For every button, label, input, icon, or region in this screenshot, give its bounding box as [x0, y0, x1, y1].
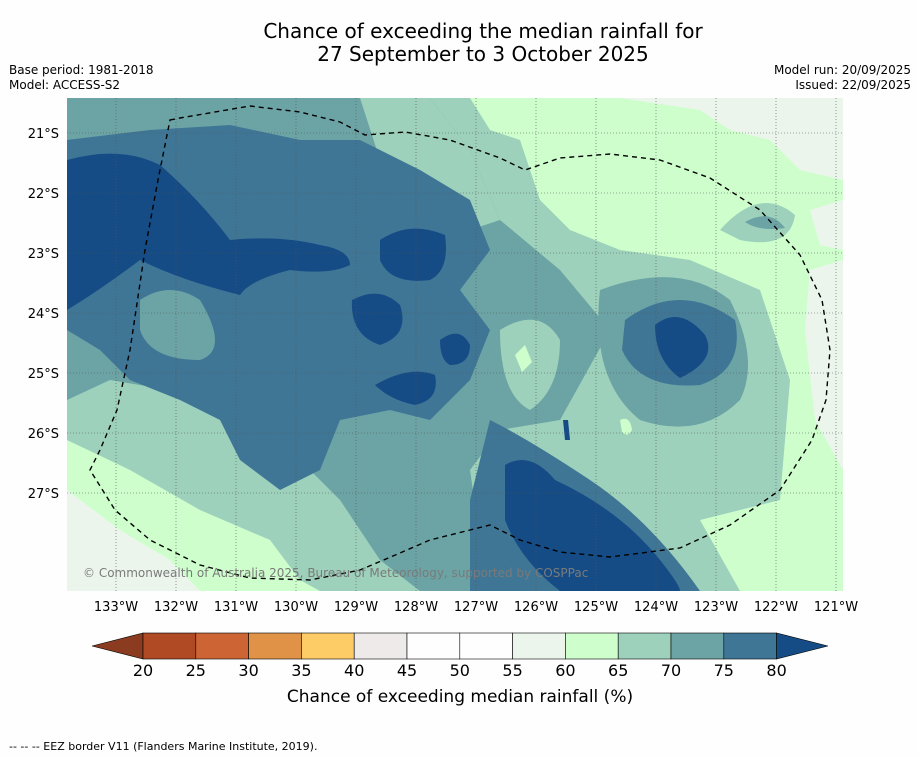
colorbar-over-arrow: [776, 632, 829, 660]
colorbar-segment: [565, 632, 619, 660]
lat-label: 26°S: [28, 427, 59, 442]
colorbar-segment: [723, 632, 777, 660]
lon-label: 125°W: [574, 600, 618, 615]
eez-border: [89, 105, 831, 581]
colorbar-segment: [301, 632, 355, 660]
colorbar-tick-label: 80: [766, 661, 786, 680]
title-line-2: 27 September to 3 October 2025: [317, 42, 649, 66]
colorbar-tick-label: 75: [714, 661, 734, 680]
band-60-65-speck: [620, 418, 632, 435]
footer-note: -- -- -- EEZ border V11 (Flanders Marine…: [9, 740, 318, 753]
lat-label: 24°S: [28, 307, 59, 322]
band-65-70-center: [500, 319, 560, 410]
band-60-65-center: [515, 345, 532, 372]
lon-label: 126°W: [514, 600, 558, 615]
colorbar-tick-label: 50: [450, 661, 470, 680]
band-80-south: [505, 460, 680, 591]
colorbar-tick-label: 55: [502, 661, 522, 680]
colorbar-segment: [248, 632, 302, 660]
lon-label: 128°W: [394, 600, 438, 615]
lon-label: 130°W: [274, 600, 318, 615]
lon-label: 121°W: [814, 600, 858, 615]
colorbar-segment: [353, 632, 408, 660]
lon-labels: 133°W 132°W 131°W 130°W 129°W 128°W 127°…: [94, 600, 858, 615]
model-name: Model: ACCESS-S2: [9, 78, 121, 92]
meta-right: Model run: 20/09/2025 Issued: 22/09/2025: [774, 63, 911, 93]
lon-label: 127°W: [454, 600, 498, 615]
colorbar-tick-label: 25: [186, 661, 206, 680]
lat-label: 23°S: [28, 247, 59, 262]
map-field: [67, 98, 843, 591]
lon-label: 132°W: [154, 600, 198, 615]
band-80-n4: [375, 371, 436, 405]
colorbar-tick-label: 70: [661, 661, 681, 680]
colorbar-segment: [617, 632, 672, 660]
lon-label: 131°W: [214, 600, 258, 615]
band-80-east: [655, 317, 709, 378]
band-80-n1: [380, 228, 446, 281]
lat-label: 22°S: [28, 187, 59, 202]
band-60-65-north: [470, 98, 540, 140]
colorbar-under-arrow: [91, 632, 144, 660]
lon-label: 129°W: [334, 600, 378, 615]
colorbar-tick-label: 35: [291, 661, 311, 680]
colorbar-segment: [512, 632, 566, 660]
model-run: Model run: 20/09/2025: [773, 63, 911, 77]
colorbar: 20 25 30 35 40 45 50 55 60 65 70 75 80: [91, 632, 829, 680]
lat-label: 21°S: [28, 127, 59, 142]
lon-label: 123°W: [694, 600, 738, 615]
band-80-n2: [351, 293, 403, 345]
colorbar-tick-label: 20: [133, 661, 153, 680]
colorbar-segment: [142, 632, 197, 660]
lon-label: 122°W: [754, 600, 798, 615]
colorbar-segment: [406, 632, 461, 660]
grid-lines: [67, 98, 843, 591]
band-80-speck: [563, 420, 570, 440]
colorbar-tick-label: 40: [344, 661, 364, 680]
issued-date: Issued: 22/09/2025: [795, 78, 911, 92]
colorbar-tick-label: 45: [397, 661, 417, 680]
colorbar-segment: [459, 632, 513, 660]
colorbar-label: Chance of exceeding median rainfall (%): [287, 687, 633, 707]
lat-label: 25°S: [28, 367, 59, 382]
band-55-60-sw: [67, 490, 200, 591]
copyright-text: © Commonwealth of Australia 2025, Bureau…: [83, 566, 588, 580]
band-70-75-west: [140, 290, 215, 360]
colorbar-segment: [670, 632, 725, 660]
band-55-60-ne: [620, 98, 843, 180]
colorbar-tick-label: 60: [555, 661, 575, 680]
band-80-n3: [440, 333, 470, 365]
lat-labels: 21°S 22°S 23°S 24°S 25°S 26°S 27°S: [28, 127, 59, 502]
colorbar-tick-label: 30: [238, 661, 258, 680]
title-line-1: Chance of exceeding the median rainfall …: [263, 19, 703, 43]
band-80-nw: [67, 153, 350, 310]
meta-left: Base period: 1981-2018 Model: ACCESS-S2: [9, 63, 154, 93]
band-55-60-e2: [810, 200, 843, 250]
base-period: Base period: 1981-2018: [9, 63, 154, 77]
colorbar-segment: [195, 632, 249, 660]
lon-label: 133°W: [94, 600, 138, 615]
lat-label: 27°S: [28, 487, 59, 502]
lon-label: 124°W: [634, 600, 678, 615]
band-55-60-east: [805, 260, 843, 470]
colorbar-tick-label: 65: [608, 661, 628, 680]
